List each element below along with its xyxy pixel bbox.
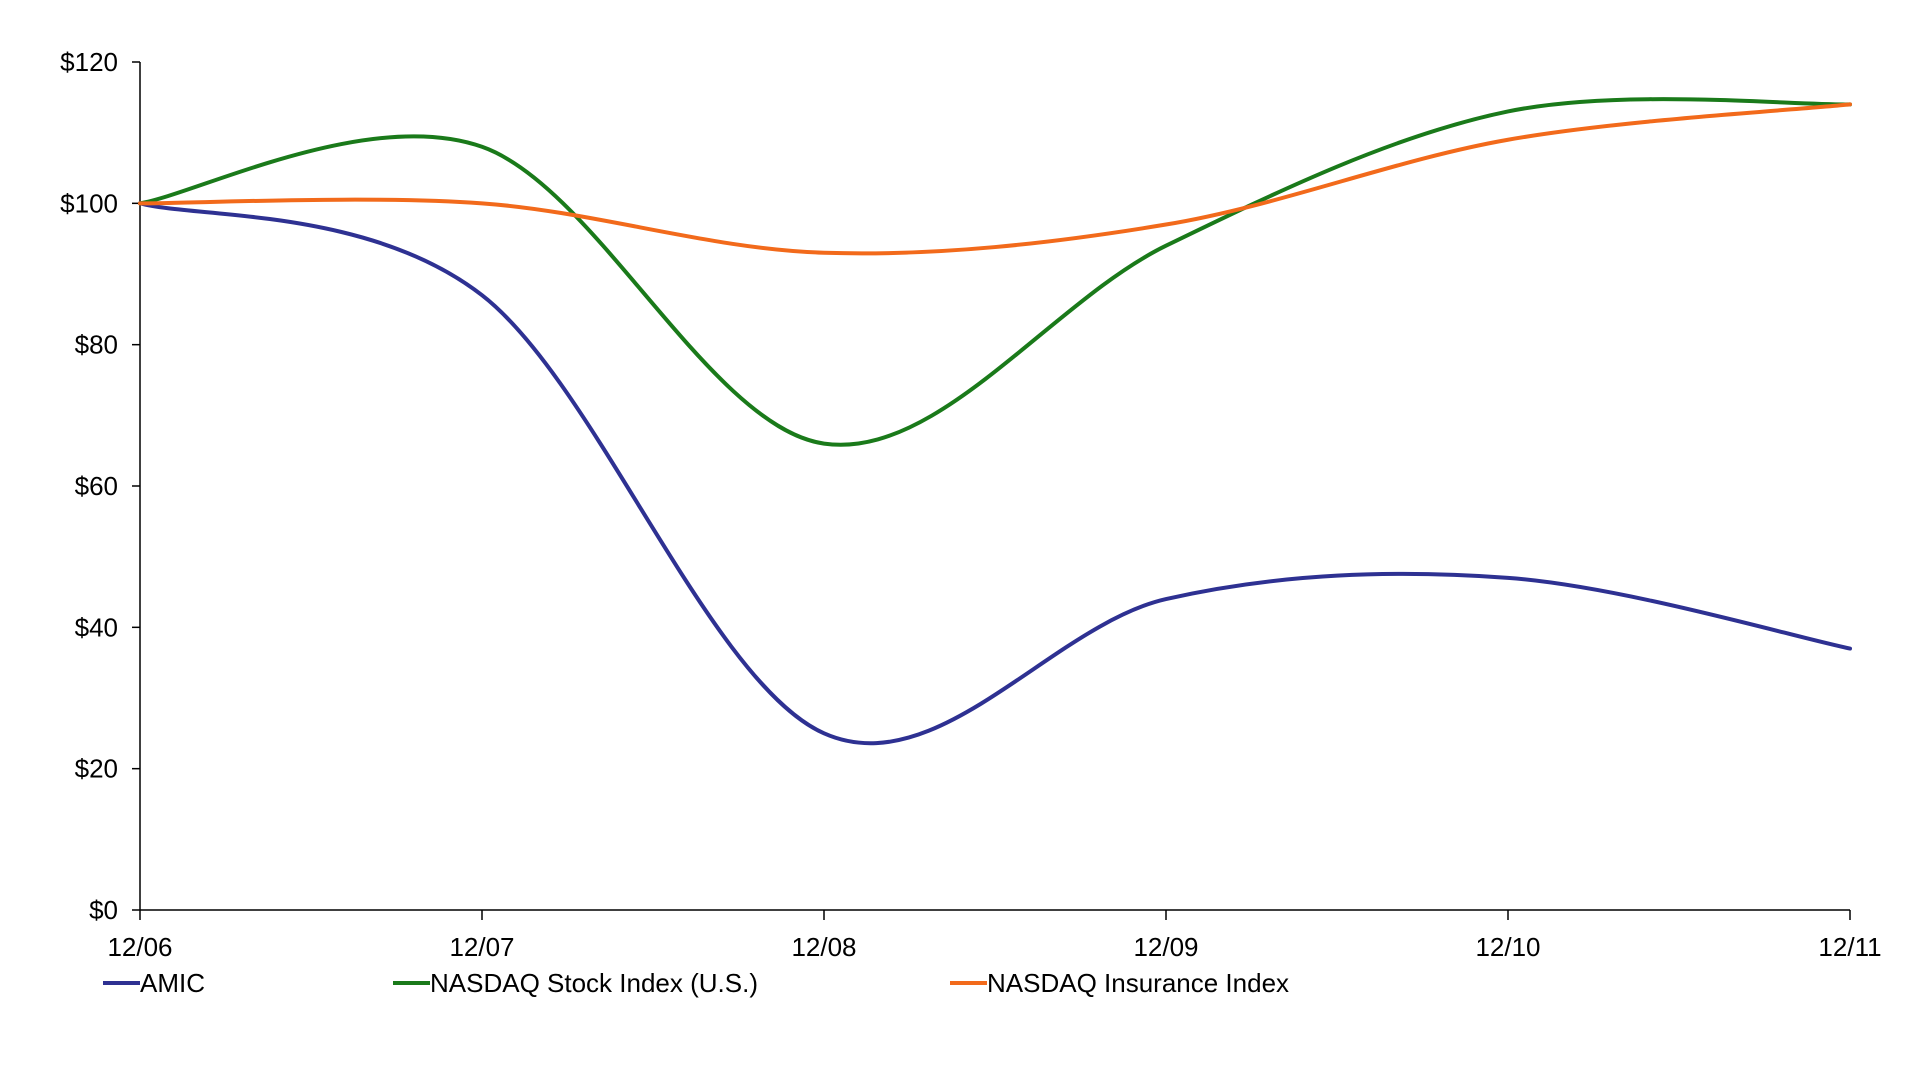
series-line-1 [138, 97, 1852, 447]
chart-legend: AMIC NASDAQ Stock Index (U.S.) NASDAQ Insu… [103, 968, 1289, 998]
x-tick-label: 12/07 [449, 932, 514, 962]
x-tick-label: 12/11 [1818, 932, 1881, 962]
legend-label: NASDAQ Stock Index (U.S.) [430, 968, 758, 998]
y-tick-label: $100 [60, 188, 118, 218]
y-tick-label: $0 [89, 895, 118, 925]
series-layer [138, 97, 1852, 746]
y-tick-label: $120 [60, 47, 118, 77]
series-line-0 [138, 201, 1852, 746]
series-line-2 [138, 102, 1852, 256]
y-tick-label: $40 [75, 612, 118, 642]
x-tick-label: 12/08 [791, 932, 856, 962]
y-tick-label: $80 [75, 330, 118, 360]
x-tick-label: 12/09 [1133, 932, 1198, 962]
x-tick-label: 12/10 [1475, 932, 1540, 962]
y-tick-label: $20 [75, 754, 118, 784]
legend-label: AMIC [140, 968, 205, 998]
y-tick-label: $60 [75, 471, 118, 501]
x-tick-label: 12/06 [107, 932, 172, 962]
legend-label: NASDAQ Insurance Index [987, 968, 1289, 998]
chart-axes: $0 $20 $40 $60 $80 $100 $120 12/06 12/07 12/08 12/… [60, 47, 1881, 962]
